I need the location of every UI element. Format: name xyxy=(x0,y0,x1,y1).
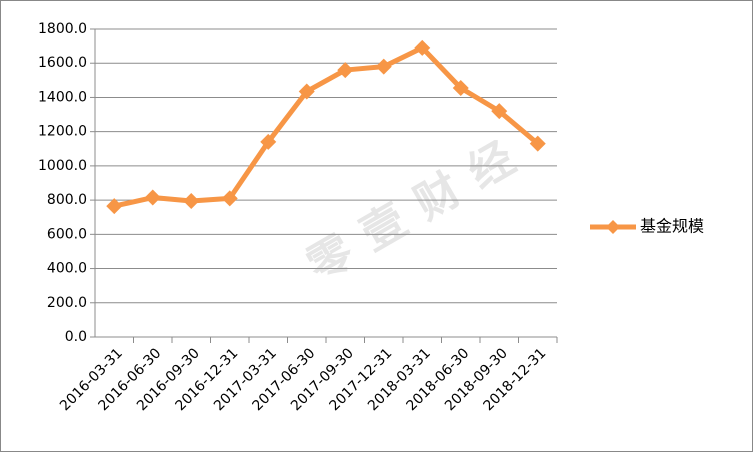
y-tick-label: 1600.0 xyxy=(38,55,87,71)
y-tick-label: 0.0 xyxy=(65,329,87,345)
marker xyxy=(106,198,123,215)
marker xyxy=(144,189,161,206)
marker xyxy=(183,192,200,209)
marker xyxy=(221,190,238,207)
marker xyxy=(337,62,354,79)
marker xyxy=(375,58,392,75)
y-tick-label: 1200.0 xyxy=(38,124,87,140)
y-tick-label: 1800.0 xyxy=(38,21,87,37)
y-tick-label: 400.0 xyxy=(47,261,87,277)
marker xyxy=(452,80,469,97)
legend-marker xyxy=(606,220,620,234)
marker xyxy=(491,103,508,120)
marker xyxy=(529,135,546,152)
y-tick-label: 1000.0 xyxy=(38,158,87,174)
y-tick-label: 1400.0 xyxy=(38,89,87,105)
legend-label: 基金规模 xyxy=(640,217,704,236)
y-tick-label: 800.0 xyxy=(47,192,87,208)
marker xyxy=(414,39,431,56)
marker xyxy=(260,133,277,150)
y-tick-label: 600.0 xyxy=(47,226,87,242)
y-tick-label: 200.0 xyxy=(47,295,87,311)
marker xyxy=(298,83,315,100)
